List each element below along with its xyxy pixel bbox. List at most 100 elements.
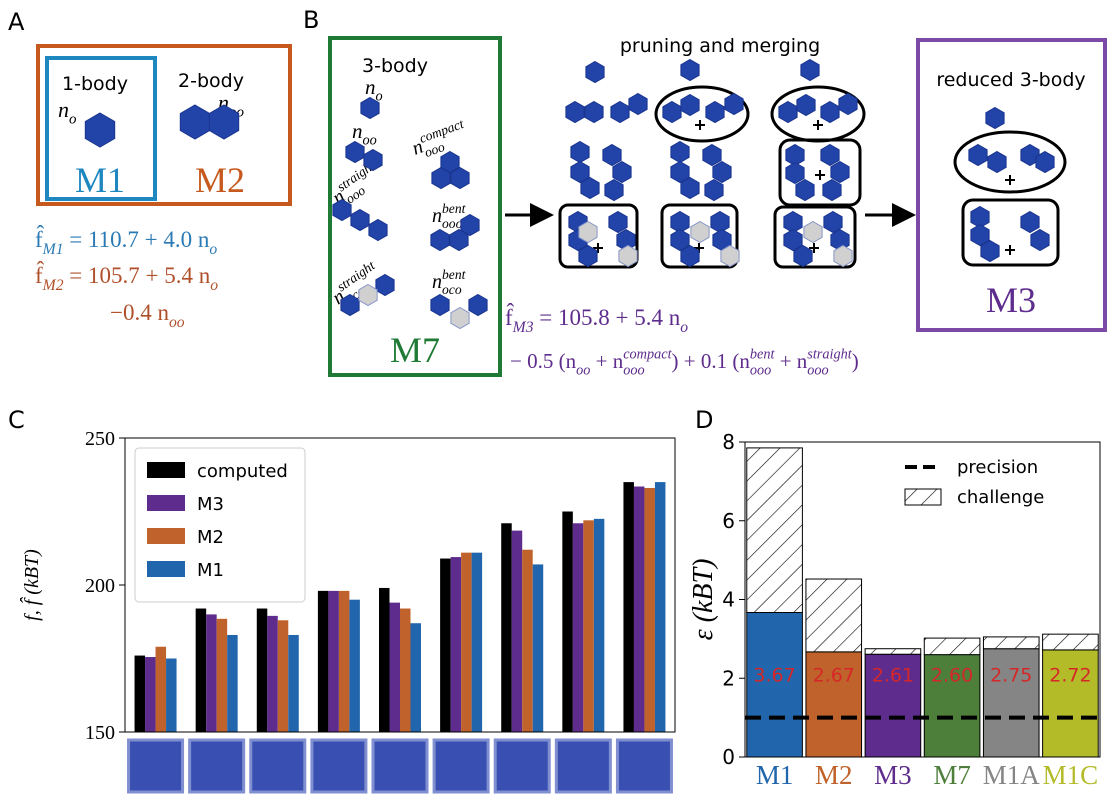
x-tick-label: M1A [983,760,1041,790]
legend-swatch [147,561,185,577]
hexagon [581,178,599,199]
hexagon [703,145,721,166]
hexagon [839,94,857,115]
formula-part: n [432,205,442,227]
formula-part: M2 [42,277,64,294]
formula-part: n [432,271,442,293]
thumbnail [190,740,244,792]
label: 2-body [178,70,244,92]
m7-box [330,38,500,375]
formula-part: n [157,300,169,325]
hexagon [681,246,699,267]
formula-part: oco [442,282,462,297]
formula-part: n [739,349,750,373]
hexagon [431,295,449,316]
formula-part: + [774,349,796,373]
hexagon [359,285,377,306]
formula-part: bent [442,267,467,282]
hexagon [351,210,369,231]
formula-part: ) + 0.1 ( [672,349,740,373]
bar [562,512,573,733]
formula-part: n [58,97,69,122]
label: 1-body [62,73,128,95]
bar [217,619,228,732]
bar [196,609,207,732]
hexagon [988,152,1006,173]
y-tick-label: 6 [722,509,735,533]
formula-part: M1 [42,241,64,258]
hexagon [681,178,699,199]
bar [522,550,533,732]
bar [267,616,278,732]
formula-part: = 105.7 + 5.4 [64,263,199,288]
bar [400,609,411,732]
hexagon [711,212,729,233]
bar [379,588,390,732]
formula-part: n [198,227,210,252]
formula-part: + [590,349,612,373]
bar [451,557,462,732]
formula-part: oo [363,132,377,148]
hexagon [619,246,637,267]
value-label: 2.75 [990,664,1032,686]
formula-part: oo [576,362,590,378]
hexagon [779,102,797,123]
hexagon [611,102,629,123]
formula-part: o [680,319,688,336]
hexagon [369,220,387,241]
thumbnail [617,740,671,792]
legend-swatch [147,462,185,478]
challenge-bar [1043,634,1099,650]
hexagon [364,150,382,171]
thumbnail [129,740,183,792]
legend-label: precision [957,457,1038,478]
x-tick-label: M3 [874,760,912,790]
bar [655,482,666,732]
y-tick-label: 200 [85,575,115,597]
hexagon [681,60,699,81]
label: pruning and merging [620,35,820,57]
formula: −0.4 noo [110,300,185,331]
hexagon [705,180,723,201]
formula-part: n [365,75,376,99]
hexagon [821,102,839,123]
y-tick-label: 0 [722,745,735,769]
formula: f̂M2 = 105.7 + 5.4 no [35,260,218,294]
formula-part: n [566,349,577,373]
hexagon [586,62,604,83]
bar [145,657,156,732]
hexagon [797,95,815,116]
formula-part: n [199,263,211,288]
bar [634,487,645,732]
y-tick-label: 150 [85,722,115,744]
y-tick-label: 250 [85,428,115,450]
hexagon [663,102,681,123]
hexagon [603,145,621,166]
x-tick-label: M2 [815,760,853,790]
hexagon [691,222,709,243]
symbol: no [58,97,77,128]
formula-part: compact [623,347,672,363]
panel-label: A [8,8,25,36]
label: 3-body [362,55,428,77]
bar [288,635,299,732]
hexagon [706,102,724,123]
formula-part: n [352,119,363,143]
hexagon [613,162,631,183]
x-tick-label: M1C [1043,760,1099,790]
x-tick-label: M7 [933,760,971,790]
formula-part: − 0.5 ( [510,349,566,373]
hexagon [1021,212,1039,233]
hexagon [469,295,487,316]
figure: A 1-body 2-body no noo M1 M2 f̂M1 = 110.… [0,0,1111,794]
legend-label: challenge [957,487,1044,508]
formula-part: = 105.8 + 5.4 [534,305,669,330]
bar [390,603,401,732]
formula-part: ooo [750,362,771,378]
hexagon [180,105,209,139]
challenge-bar [983,637,1039,649]
legend-swatch [905,489,941,505]
formula-part: n [613,349,624,373]
thumbnail [251,740,305,792]
formula: − 0.5 (noo + nooocompact) + 0.1 (noooben… [510,347,859,379]
